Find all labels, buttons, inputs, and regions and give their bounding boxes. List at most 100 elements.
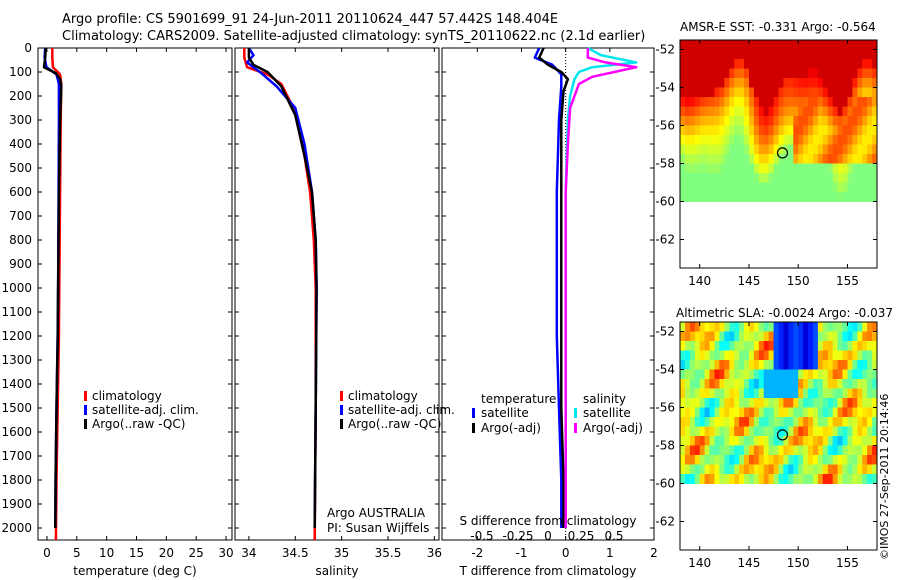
map-cell [842, 426, 848, 437]
map-cell [724, 407, 730, 418]
map-cell [744, 78, 750, 88]
map-cell [699, 154, 706, 164]
map-cell [778, 379, 784, 389]
map-cell [729, 154, 735, 164]
map-cell [847, 106, 853, 117]
map-cell [867, 379, 873, 389]
map-cell [808, 464, 814, 475]
map-cell [749, 163, 755, 174]
map-cell [857, 350, 863, 361]
map-cell [758, 59, 765, 69]
map-cell [783, 135, 789, 145]
map-cell [822, 59, 829, 69]
map-cell [862, 398, 868, 408]
map-cell [768, 97, 774, 107]
y-tick-label: 900 [9, 257, 32, 271]
map-cell [753, 59, 760, 69]
map-cell [684, 163, 691, 174]
legend-swatch [472, 423, 475, 433]
map-cell [734, 106, 740, 117]
map-cell [793, 369, 799, 380]
map-cell [852, 49, 858, 60]
map-cell [822, 417, 829, 427]
map-cell [684, 116, 691, 126]
map-cell [808, 192, 814, 202]
map-cell [768, 144, 774, 155]
map-cell [827, 182, 834, 193]
map-cell [724, 154, 730, 164]
map-cell [847, 426, 853, 437]
map-cell [724, 173, 730, 183]
map-cell [817, 87, 824, 98]
map-cell [862, 135, 868, 145]
map-cell [744, 116, 750, 126]
map-cell [827, 68, 834, 79]
map-cell [684, 68, 691, 79]
map-cell [719, 464, 725, 475]
map-cell [680, 474, 686, 484]
map-cell [798, 474, 804, 484]
map-cell [689, 49, 696, 60]
map-cell [758, 125, 765, 136]
map-cell [734, 379, 740, 389]
map-cell [719, 78, 725, 88]
map-cell [872, 388, 878, 399]
map-cell [773, 192, 779, 202]
map-cell [867, 360, 873, 370]
map-cell [798, 49, 804, 60]
map-cell [857, 87, 863, 98]
map-cell [847, 78, 853, 88]
map-cell [872, 436, 878, 446]
map-cell [768, 163, 774, 174]
map-cell [808, 398, 814, 408]
map-cell [822, 144, 829, 155]
map-cell [699, 369, 706, 380]
map-cell [793, 78, 799, 88]
map-cell [689, 388, 696, 399]
map-cell [714, 49, 720, 60]
top-tick-label: 0.25 [568, 529, 595, 543]
map-cell [857, 40, 863, 50]
map-cell [817, 350, 824, 361]
map-cell [699, 379, 706, 389]
map-cell [788, 417, 794, 427]
map-cell [872, 49, 878, 60]
map-cell [817, 331, 824, 342]
map-cell [773, 464, 779, 475]
map-cell [763, 398, 770, 408]
map-cell [827, 407, 834, 418]
map-cell [753, 154, 760, 164]
map-cell [813, 97, 819, 107]
map-cell [714, 360, 720, 370]
map-cell [798, 192, 804, 202]
map-cell [694, 173, 701, 183]
map-cell [739, 350, 745, 361]
map-cell [768, 78, 774, 88]
map-cell [719, 445, 725, 456]
map-cell [684, 407, 691, 418]
map-cell [714, 388, 720, 399]
map-cell [832, 182, 839, 193]
map-cell [862, 144, 868, 155]
map-cell [788, 426, 794, 437]
map-cell [783, 163, 789, 174]
map-cell [744, 144, 750, 155]
map-cell [832, 379, 839, 389]
map-cell [822, 455, 829, 465]
map-cell [788, 59, 794, 69]
map-cell [719, 192, 725, 202]
map-cell [788, 144, 794, 155]
map-cell [852, 379, 858, 389]
map-cell [813, 59, 819, 69]
map-cell [749, 407, 755, 418]
map-cell [704, 379, 710, 389]
map-cell [689, 135, 696, 145]
map-cell [822, 163, 829, 174]
salinity-xlabel: salinity [315, 564, 359, 578]
map-cell [842, 474, 848, 484]
map-cell [734, 426, 740, 437]
map-cell [813, 154, 819, 164]
map-cell [872, 163, 878, 174]
map-cell [729, 97, 735, 107]
